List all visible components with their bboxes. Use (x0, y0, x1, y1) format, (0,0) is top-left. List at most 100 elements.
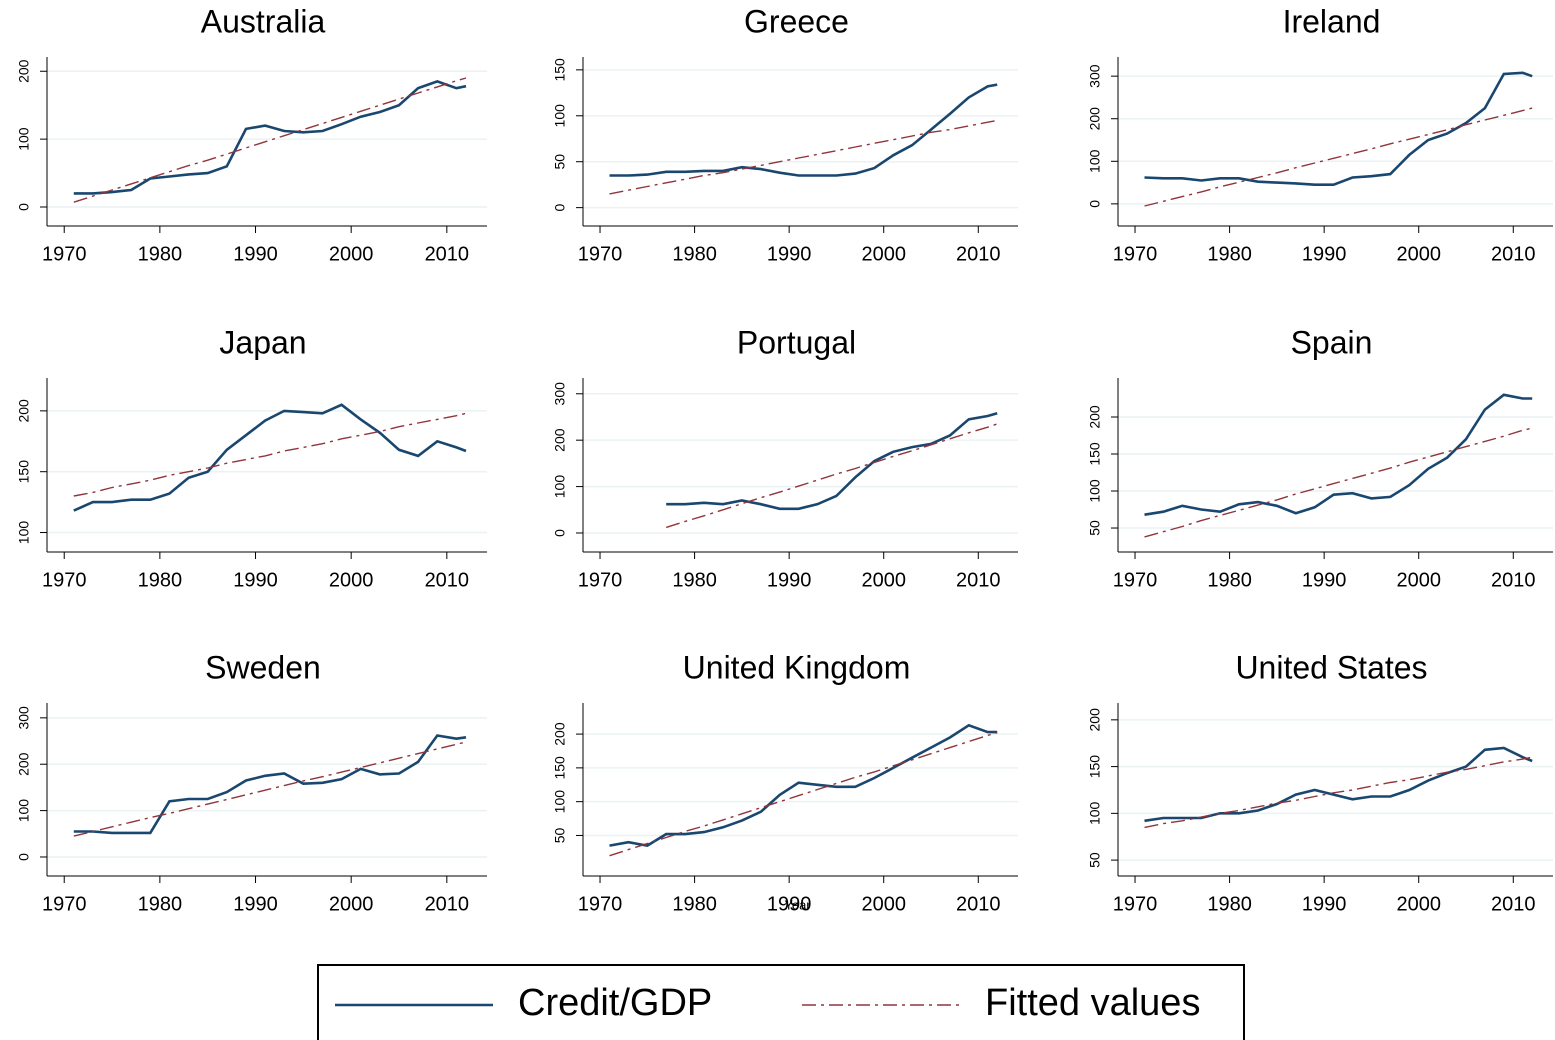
y-tick-label: 150 (552, 58, 568, 82)
x-tick-label: 2000 (861, 893, 906, 915)
legend-label: Credit/GDP (518, 982, 712, 1024)
x-tick-label: 1970 (42, 893, 87, 915)
data-line (73, 412, 467, 497)
x-tick-label: 1990 (767, 243, 812, 265)
x-tick-label: 1980 (1207, 569, 1252, 591)
y-tick-label: 100 (16, 127, 32, 151)
x-tick-label: 1990 (767, 893, 812, 915)
y-tick-label: 50 (552, 827, 568, 843)
panel-title: Sweden (205, 649, 321, 685)
y-tick-label: 300 (552, 382, 568, 406)
x-tick-label: 1970 (578, 243, 623, 265)
data-line (73, 80, 467, 195)
x-tick-label: 2000 (329, 569, 374, 591)
data-line (609, 732, 998, 857)
x-tick-label: 1980 (1207, 893, 1252, 915)
data-line (1144, 107, 1533, 207)
x-tick-label: 1990 (233, 893, 278, 915)
x-tick-label: 1970 (42, 569, 87, 591)
y-tick-label: 150 (1087, 755, 1103, 779)
data-line (1144, 427, 1533, 538)
data-line (73, 734, 467, 835)
panel-title: Australia (201, 3, 326, 39)
legend-label: Fitted values (985, 982, 1200, 1024)
x-tick-label: 1990 (1302, 893, 1347, 915)
x-tick-label: 2000 (861, 569, 906, 591)
y-tick-label: 0 (552, 529, 568, 537)
x-tick-label: 2010 (956, 569, 1001, 591)
y-tick-label: 200 (552, 722, 568, 746)
x-tick-label: 2010 (425, 893, 470, 915)
y-tick-label: 100 (1087, 479, 1103, 503)
panel-title: Spain (1291, 324, 1373, 360)
y-tick-label: 50 (1087, 852, 1103, 868)
data-line (609, 723, 998, 847)
x-tick-label: 1980 (138, 569, 183, 591)
y-tick-label: 50 (552, 154, 568, 170)
x-tick-label: 2010 (425, 569, 470, 591)
x-tick-label: 1970 (1113, 893, 1158, 915)
panel-title: Japan (219, 324, 306, 360)
x-tick-label: 1980 (138, 243, 183, 265)
data-line (1144, 746, 1533, 823)
x-tick-label: 2010 (1491, 569, 1536, 591)
y-tick-label: 200 (1087, 107, 1103, 131)
panel-title: Ireland (1283, 3, 1381, 39)
y-tick-label: 200 (552, 428, 568, 452)
x-tick-label: 2000 (1396, 893, 1441, 915)
x-tick-label: 1990 (233, 243, 278, 265)
y-tick-label: 100 (552, 790, 568, 814)
x-axis-label: Year (784, 897, 811, 912)
x-tick-label: 1990 (233, 569, 278, 591)
x-tick-label: 2010 (956, 243, 1001, 265)
x-tick-label: 1980 (672, 569, 717, 591)
y-tick-label: 0 (552, 204, 568, 212)
panel-title: United States (1235, 649, 1427, 685)
y-tick-label: 150 (552, 756, 568, 780)
y-tick-label: 100 (16, 799, 32, 823)
y-tick-label: 300 (1087, 64, 1103, 88)
panel-title: United Kingdom (683, 649, 911, 685)
x-tick-label: 1970 (1113, 243, 1158, 265)
y-tick-label: 100 (16, 521, 32, 545)
y-tick-label: 200 (16, 399, 32, 423)
y-tick-label: 100 (552, 104, 568, 128)
y-tick-label: 0 (16, 853, 32, 861)
x-tick-label: 2010 (1491, 893, 1536, 915)
y-tick-label: 200 (1087, 708, 1103, 732)
y-tick-label: 100 (1087, 149, 1103, 173)
x-tick-label: 1970 (578, 893, 623, 915)
y-tick-label: 200 (16, 59, 32, 83)
y-tick-label: 100 (1087, 801, 1103, 825)
x-tick-label: 1970 (1113, 569, 1158, 591)
y-tick-label: 200 (1087, 405, 1103, 429)
legend-box (317, 964, 1245, 1040)
data-line (609, 83, 998, 177)
panel-title: Greece (744, 3, 849, 39)
x-tick-label: 1980 (672, 893, 717, 915)
data-line (73, 77, 467, 203)
data-line (666, 412, 998, 511)
x-tick-label: 2000 (329, 893, 374, 915)
x-tick-label: 2000 (1396, 243, 1441, 265)
x-tick-label: 2010 (425, 243, 470, 265)
data-line (1144, 71, 1533, 186)
x-tick-label: 1980 (672, 243, 717, 265)
y-tick-label: 300 (16, 706, 32, 730)
x-tick-label: 1990 (767, 569, 812, 591)
y-tick-label: 150 (1087, 442, 1103, 466)
x-tick-label: 2010 (1491, 243, 1536, 265)
x-tick-label: 1970 (578, 569, 623, 591)
x-tick-label: 2000 (861, 243, 906, 265)
panel-title: Portugal (737, 324, 856, 360)
x-tick-label: 1980 (1207, 243, 1252, 265)
y-tick-label: 200 (16, 752, 32, 776)
data-line (73, 403, 467, 512)
x-tick-label: 2000 (1396, 569, 1441, 591)
data-line (1144, 756, 1533, 829)
y-tick-label: 50 (1087, 520, 1103, 536)
data-line (73, 741, 467, 837)
y-tick-label: 100 (552, 475, 568, 499)
